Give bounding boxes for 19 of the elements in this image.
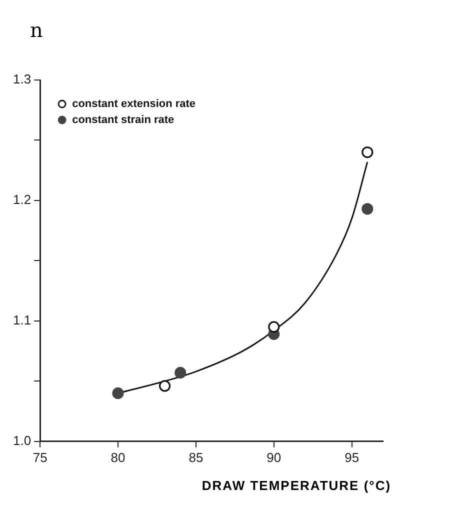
- point: [362, 203, 374, 215]
- point: [158, 380, 171, 392]
- y-tick-label: 1.3: [12, 72, 32, 87]
- point: [112, 387, 124, 400]
- y-tick-label: 1.1: [12, 312, 32, 328]
- point: [174, 366, 186, 379]
- x-tick-label: 75: [32, 450, 48, 465]
- x-tick-label: 90: [266, 450, 282, 465]
- legend-label: constant extension rate: [72, 98, 196, 110]
- legend-label: constant strain rate: [72, 114, 174, 126]
- y-tick-label: 1.0: [12, 432, 32, 448]
- x-tick-label: 80: [110, 450, 126, 465]
- x-tick-label: 85: [188, 450, 204, 465]
- y-tick-label: 1.2: [12, 192, 32, 208]
- point: [362, 146, 374, 158]
- x-tick-label: 95: [344, 450, 360, 465]
- x-axis-title: DRAW TEMPERATURE (°C): [200, 478, 392, 493]
- point: [268, 321, 280, 333]
- y-axis-title: n: [30, 18, 43, 42]
